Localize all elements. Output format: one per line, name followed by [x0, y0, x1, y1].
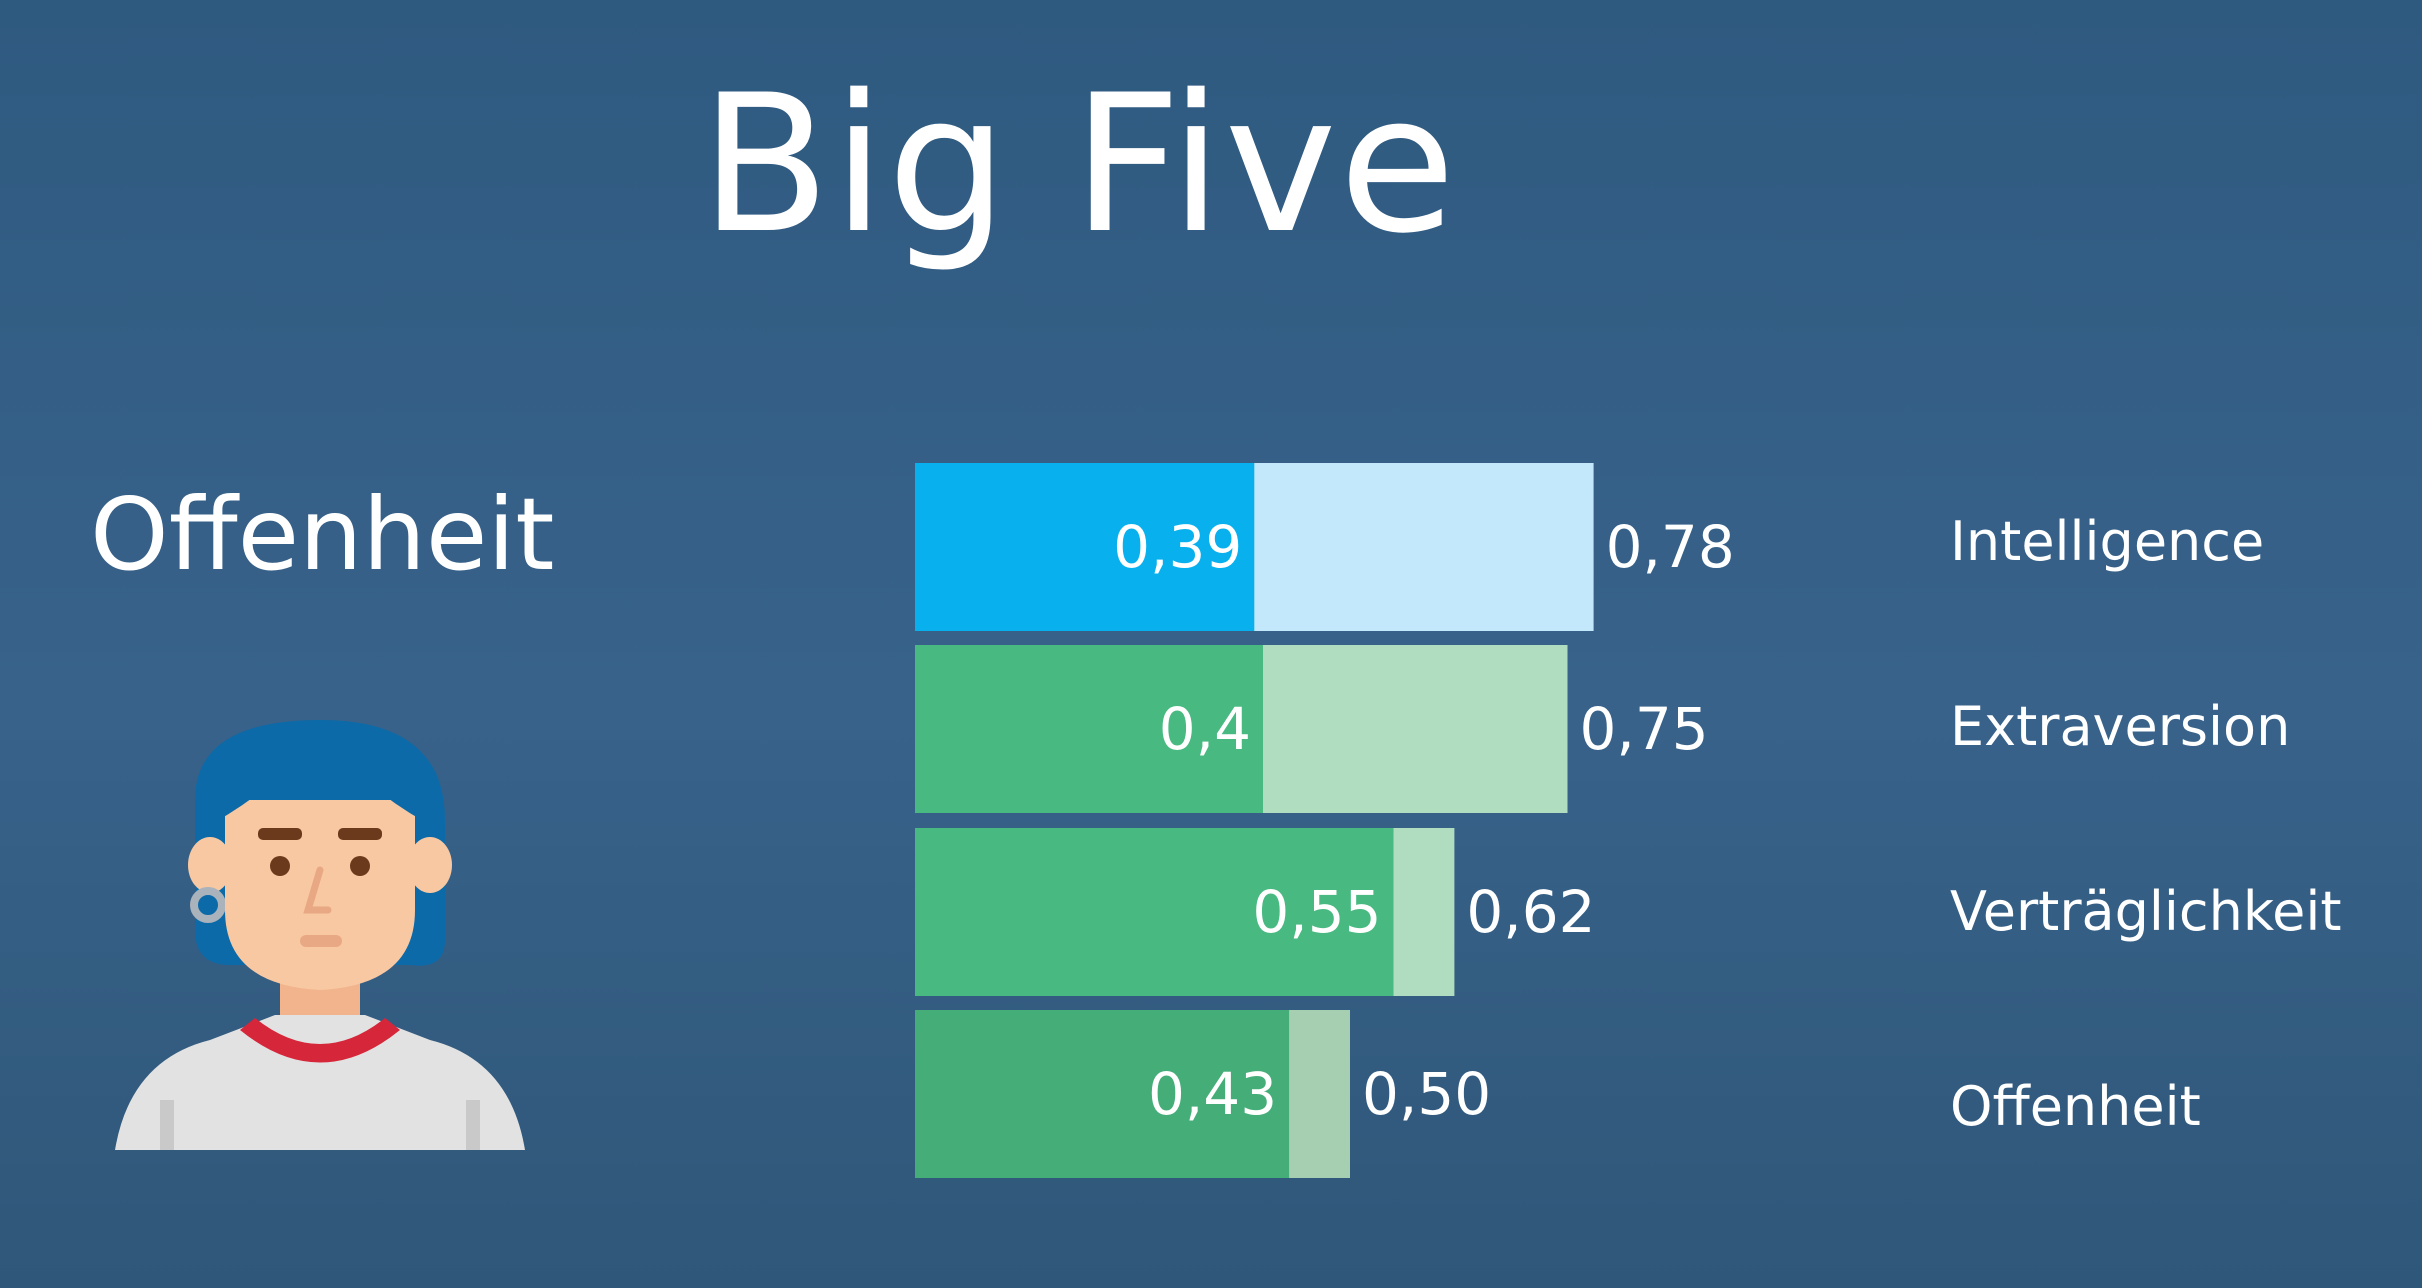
bar-outer-value-label: 0,75: [1580, 695, 1709, 763]
eye-right: [350, 856, 370, 876]
woman-avatar-icon: [115, 720, 525, 1150]
ear-left: [188, 837, 232, 893]
eye-left: [270, 856, 290, 876]
topic-heading: Offenheit: [90, 476, 555, 593]
bar-inner-3: [915, 1010, 1290, 1178]
hair-front: [200, 730, 440, 830]
chart-title: Big Five: [700, 54, 1458, 275]
brow-left: [258, 828, 302, 840]
bar-outer-value-label: 0,62: [1466, 878, 1595, 946]
ear-right: [408, 837, 452, 893]
category-label: Verträglichkeit: [1950, 880, 2342, 943]
shirt-seam-right: [466, 1100, 480, 1150]
category-label: Intelligence: [1950, 510, 2264, 573]
bar-inner-value-label: 0,55: [1252, 878, 1381, 946]
face: [225, 800, 415, 990]
category-label: Extraversion: [1950, 695, 2290, 758]
bar-outer-value-label: 0,78: [1606, 513, 1735, 581]
bar-outer-value-label: 0,50: [1362, 1060, 1491, 1128]
bar-inner-2: [915, 828, 1394, 996]
bar-inner-0: [915, 463, 1255, 631]
shirt-seam-left: [160, 1100, 174, 1150]
bar-inner-value-label: 0,39: [1113, 513, 1242, 581]
nose: [303, 866, 332, 914]
category-label: Offenheit: [1950, 1075, 2201, 1138]
collar: [240, 1018, 400, 1063]
bar-inner-value-label: 0,43: [1148, 1060, 1277, 1128]
brow-right: [338, 828, 382, 840]
bar-inner-1: [915, 645, 1263, 813]
earring: [190, 887, 226, 923]
shirt: [115, 1015, 525, 1150]
mouth: [300, 935, 342, 947]
bar-inner-value-label: 0,4: [1159, 695, 1251, 763]
